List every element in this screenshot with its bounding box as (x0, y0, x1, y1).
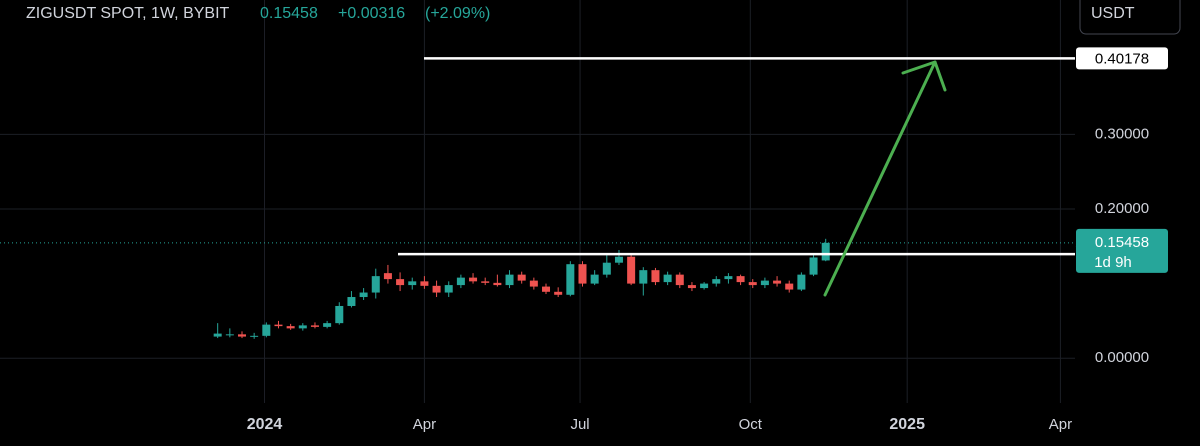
candle-body (566, 264, 575, 295)
candle-body (469, 277, 478, 282)
candle-body (237, 334, 246, 337)
overlay: 0.000000.200000.300000.401780.139490.154… (1076, 47, 1168, 366)
price-tag (1076, 228, 1168, 273)
candle-body (481, 281, 490, 283)
x-tick-label: 2024 (247, 416, 283, 433)
candle-body (700, 283, 709, 289)
price-axis (1075, 0, 1200, 446)
y-tick-label: 0.20000 (1095, 200, 1149, 217)
candle-body (432, 285, 441, 293)
candle-body (286, 326, 295, 329)
candle-body (675, 274, 684, 286)
candle-body (712, 279, 721, 284)
plot: 2024 Apr Jul Oct 2025 Apr (0, 0, 1075, 433)
candle-body (359, 292, 368, 298)
last-price: 0.15458 (260, 5, 318, 22)
y-tick-label: 0.30000 (1095, 125, 1149, 142)
candle-body (274, 324, 283, 327)
candle-body (614, 256, 623, 263)
currency-label[interactable]: USDT (1091, 5, 1135, 22)
chart-title: ZIGUSDT SPOT, 1W, BYBIT (26, 5, 230, 22)
candle-body (785, 283, 794, 290)
candle-body (554, 291, 563, 295)
change-percent: (+2.09%) (425, 5, 490, 22)
candle-body (809, 257, 818, 275)
candle-body (335, 305, 344, 324)
candle-body (542, 286, 551, 292)
candle-body (408, 281, 417, 286)
candle-body (262, 324, 271, 336)
candle-body (456, 277, 465, 286)
candle-body (821, 242, 830, 261)
candle-body (578, 264, 587, 284)
x-tick-label: Apr (1049, 416, 1072, 433)
candle-body (602, 262, 611, 275)
candle-body (225, 334, 234, 336)
candle-body (760, 280, 769, 286)
candle-body (310, 325, 319, 327)
candle-body (250, 335, 259, 337)
candle-body (748, 282, 757, 286)
candle-body (444, 285, 453, 293)
currency-button[interactable] (1079, 0, 1181, 35)
candle-body (323, 323, 332, 327)
countdown-label: 1d 9h (1094, 254, 1132, 271)
candle-body (298, 325, 307, 329)
level-tag (1076, 47, 1168, 70)
price-tag-label: 0.15458 (1095, 234, 1149, 251)
candle-body (347, 297, 356, 306)
x-tick-label: Apr (413, 416, 436, 433)
candle-body (651, 270, 660, 283)
candle-body (383, 273, 392, 280)
candle-body (371, 276, 380, 293)
candle-body (529, 280, 538, 287)
level-label: 0.40178 (1095, 50, 1149, 67)
candle-body (797, 274, 806, 290)
candle-body (396, 279, 405, 286)
candle-body (773, 280, 782, 284)
candle-body (627, 256, 636, 284)
candle-body (639, 270, 648, 284)
x-tick-label: 2025 (889, 416, 925, 433)
arrow (823, 60, 947, 297)
candle-body (663, 274, 672, 283)
candle-body (493, 282, 502, 286)
x-tick-label: Oct (739, 416, 763, 433)
candle-body (505, 274, 514, 286)
candle-body (687, 285, 696, 289)
candle-body (517, 274, 526, 281)
candle-body (420, 281, 429, 286)
candle-body (724, 276, 733, 280)
change: +0.00316 (338, 5, 405, 22)
candle-body (590, 274, 599, 284)
candle-body (213, 333, 222, 337)
x-tick-label: Jul (570, 416, 589, 433)
y-tick-label: 0.00000 (1095, 349, 1149, 366)
candle-body (736, 276, 745, 283)
